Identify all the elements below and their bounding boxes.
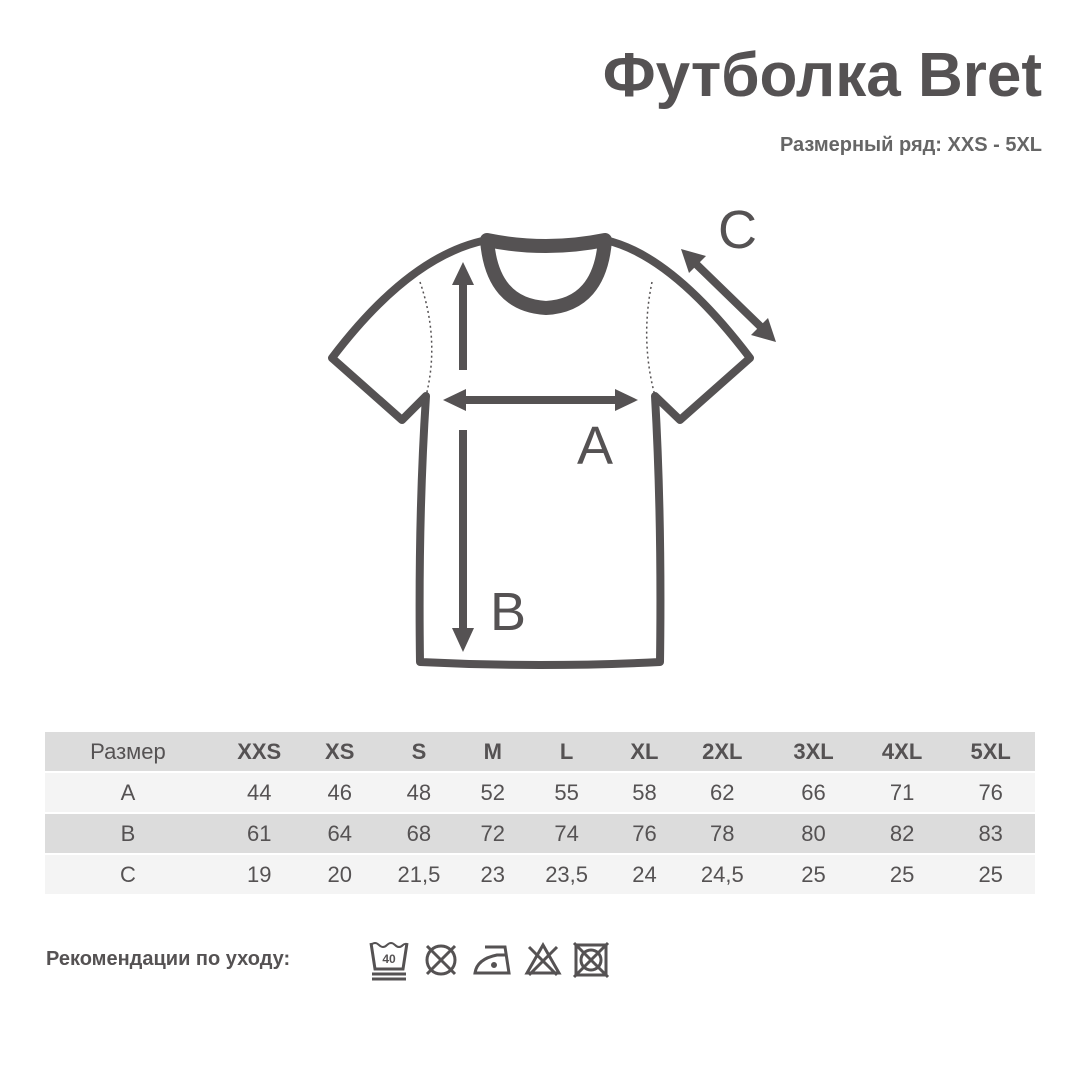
header-cell: 3XL	[769, 732, 858, 771]
header-cell: XS	[307, 732, 372, 771]
cell: 55	[519, 773, 614, 812]
header-cell: 5XL	[946, 732, 1035, 771]
cell: 64	[307, 814, 372, 853]
cell: 48	[371, 773, 466, 812]
cell: 25	[946, 855, 1035, 894]
cell: 62	[675, 773, 770, 812]
header-cell: XXS	[210, 732, 308, 771]
no-tumble-dry-icon	[572, 941, 610, 979]
header-cell: L	[519, 732, 614, 771]
iron-low-icon	[473, 945, 511, 975]
tshirt-diagram: A B C	[328, 200, 776, 669]
cell: 52	[465, 773, 520, 812]
label-c: C	[718, 200, 757, 260]
header-cell: M	[465, 732, 520, 771]
cell: 23,5	[519, 855, 614, 894]
wash-temp: 40	[382, 952, 396, 966]
cell: 19	[210, 855, 308, 894]
cell: 68	[371, 814, 466, 853]
cell: 25	[857, 855, 947, 894]
header-cell: S	[371, 732, 466, 771]
tshirt-outline	[328, 236, 754, 669]
size-range: Размерный ряд: XXS - 5XL	[779, 134, 1042, 156]
cell: 83	[946, 814, 1035, 853]
table-row: C 19 20 21,5 23 23,5 24 24,5 25 25 25	[45, 855, 1035, 894]
cell: 74	[519, 814, 614, 853]
label-b: B	[490, 582, 526, 642]
table-row: A 44 46 48 52 55 58 62 66 71 76	[45, 773, 1035, 812]
cell: 66	[769, 773, 858, 812]
seam-right	[645, 281, 656, 397]
arrow-c	[691, 259, 765, 331]
header-cell: XL	[613, 732, 676, 771]
cell: B	[45, 814, 211, 853]
cell: 72	[465, 814, 520, 853]
cell: 82	[857, 814, 947, 853]
cell: 21,5	[371, 855, 466, 894]
cell: 46	[307, 773, 372, 812]
table-row: B 61 64 68 72 74 76 78 80 82 83	[45, 814, 1035, 853]
cell: 61	[210, 814, 308, 853]
cell: A	[45, 773, 211, 812]
cell: 25	[769, 855, 858, 894]
cell: 76	[946, 773, 1035, 812]
cell: 24,5	[675, 855, 770, 894]
page-title: Футболка Bret	[602, 41, 1042, 110]
cell: 76	[613, 814, 676, 853]
cell: 78	[675, 814, 770, 853]
seam-left	[419, 281, 433, 397]
table-header-row: Размер XXS XS S M L XL 2XL 3XL 4XL 5XL	[45, 732, 1035, 771]
header-cell: Размер	[45, 732, 211, 771]
cell: 24	[613, 855, 676, 894]
no-bleach-icon	[524, 941, 562, 977]
cell: 20	[307, 855, 372, 894]
header-cell: 4XL	[857, 732, 947, 771]
cell: 58	[613, 773, 676, 812]
label-a: A	[577, 416, 613, 476]
care-label: Рекомендации по уходу:	[46, 948, 291, 970]
no-tumble-dry-circle-icon	[425, 944, 457, 976]
cell: 44	[210, 773, 308, 812]
size-table: Размер XXS XS S M L XL 2XL 3XL 4XL 5XL A…	[45, 730, 1035, 896]
collar	[480, 233, 612, 315]
cell: C	[45, 855, 211, 894]
cell: 80	[769, 814, 858, 853]
header-cell: 2XL	[675, 732, 770, 771]
care-icons: 40	[369, 941, 610, 981]
wash-40-icon: 40	[369, 942, 409, 981]
cell: 71	[857, 773, 947, 812]
cell: 23	[465, 855, 520, 894]
